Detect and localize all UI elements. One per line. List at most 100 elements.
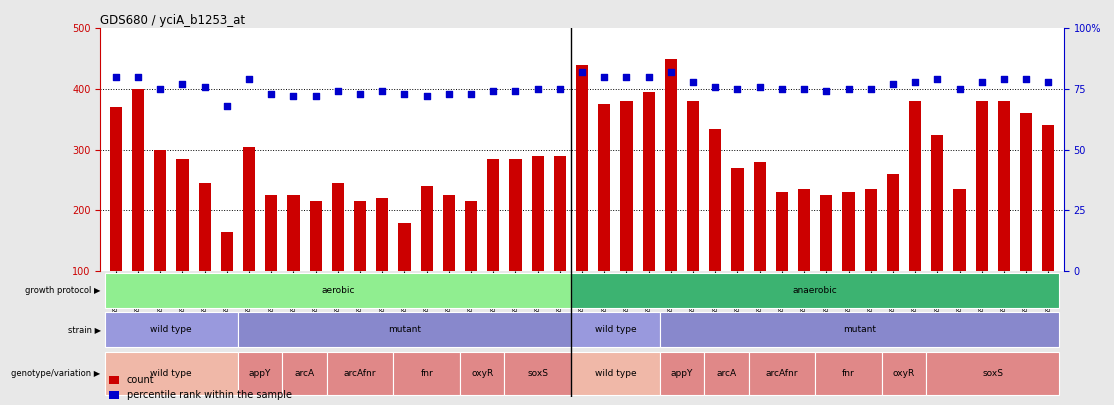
- Point: [395, 91, 413, 97]
- Bar: [954, 189, 966, 271]
- Bar: [882, 352, 926, 394]
- Bar: [1020, 113, 1033, 271]
- Bar: [465, 201, 477, 271]
- Point: [928, 76, 946, 83]
- Bar: [399, 223, 411, 271]
- Bar: [109, 107, 121, 271]
- Bar: [976, 101, 988, 271]
- Text: wild type: wild type: [595, 369, 636, 377]
- Bar: [176, 159, 188, 271]
- Point: [906, 79, 924, 85]
- Point: [196, 83, 214, 90]
- Point: [706, 83, 724, 90]
- Bar: [221, 232, 233, 271]
- Bar: [265, 195, 277, 271]
- Point: [529, 86, 547, 92]
- Text: arcA: arcA: [716, 369, 736, 377]
- Bar: [326, 352, 393, 394]
- Bar: [598, 104, 610, 271]
- Text: soxS: soxS: [983, 369, 1004, 377]
- Bar: [1043, 126, 1055, 271]
- Bar: [238, 352, 282, 394]
- Text: GDS680 / yciA_b1253_at: GDS680 / yciA_b1253_at: [100, 14, 245, 27]
- Bar: [332, 183, 344, 271]
- Text: arcA: arcA: [294, 369, 314, 377]
- Bar: [131, 89, 144, 271]
- Bar: [864, 189, 877, 271]
- Bar: [710, 128, 722, 271]
- Bar: [105, 352, 238, 394]
- Text: fnr: fnr: [420, 369, 433, 377]
- Point: [462, 91, 480, 97]
- Point: [262, 91, 280, 97]
- Bar: [998, 101, 1010, 271]
- Bar: [442, 195, 455, 271]
- Bar: [732, 168, 743, 271]
- Text: wild type: wild type: [150, 325, 192, 334]
- Point: [995, 76, 1013, 83]
- Bar: [105, 312, 238, 347]
- Bar: [749, 352, 815, 394]
- Bar: [643, 92, 655, 271]
- Text: mutant: mutant: [388, 325, 421, 334]
- Text: oxyR: oxyR: [471, 369, 494, 377]
- Text: anaerobic: anaerobic: [793, 286, 838, 295]
- Bar: [105, 273, 571, 308]
- Point: [729, 86, 746, 92]
- Bar: [887, 174, 899, 271]
- Bar: [354, 201, 367, 271]
- Point: [351, 91, 369, 97]
- Text: strain ▶: strain ▶: [68, 325, 100, 334]
- Point: [107, 74, 125, 80]
- Point: [1039, 79, 1057, 85]
- Bar: [659, 312, 1059, 347]
- Point: [174, 81, 192, 87]
- Bar: [487, 159, 499, 271]
- Bar: [704, 352, 749, 394]
- Bar: [238, 312, 571, 347]
- Bar: [243, 147, 255, 271]
- Bar: [460, 352, 505, 394]
- Point: [241, 76, 258, 83]
- Point: [306, 93, 324, 100]
- Bar: [775, 192, 788, 271]
- Text: arcAfnr: arcAfnr: [765, 369, 798, 377]
- Point: [818, 88, 836, 95]
- Point: [617, 74, 635, 80]
- Point: [662, 69, 680, 75]
- Bar: [154, 150, 166, 271]
- Point: [373, 88, 391, 95]
- Point: [551, 86, 569, 92]
- Point: [440, 91, 458, 97]
- Bar: [531, 156, 544, 271]
- Point: [418, 93, 436, 100]
- Bar: [926, 352, 1059, 394]
- Bar: [665, 59, 677, 271]
- Bar: [659, 352, 704, 394]
- Bar: [687, 101, 700, 271]
- Point: [595, 74, 613, 80]
- Text: appY: appY: [671, 369, 693, 377]
- Bar: [287, 195, 300, 271]
- Bar: [377, 198, 389, 271]
- Text: appY: appY: [248, 369, 272, 377]
- Point: [684, 79, 702, 85]
- Bar: [571, 273, 1059, 308]
- Text: mutant: mutant: [843, 325, 876, 334]
- Bar: [505, 352, 571, 394]
- Point: [152, 86, 169, 92]
- Point: [862, 86, 880, 92]
- Point: [773, 86, 791, 92]
- Point: [973, 79, 990, 85]
- Bar: [571, 352, 659, 394]
- Bar: [842, 192, 854, 271]
- Text: aerobic: aerobic: [321, 286, 354, 295]
- Point: [950, 86, 968, 92]
- Bar: [931, 134, 944, 271]
- Bar: [571, 312, 659, 347]
- Legend: count, percentile rank within the sample: count, percentile rank within the sample: [105, 371, 295, 404]
- Bar: [310, 201, 322, 271]
- Point: [885, 81, 902, 87]
- Text: wild type: wild type: [595, 325, 636, 334]
- Bar: [282, 352, 326, 394]
